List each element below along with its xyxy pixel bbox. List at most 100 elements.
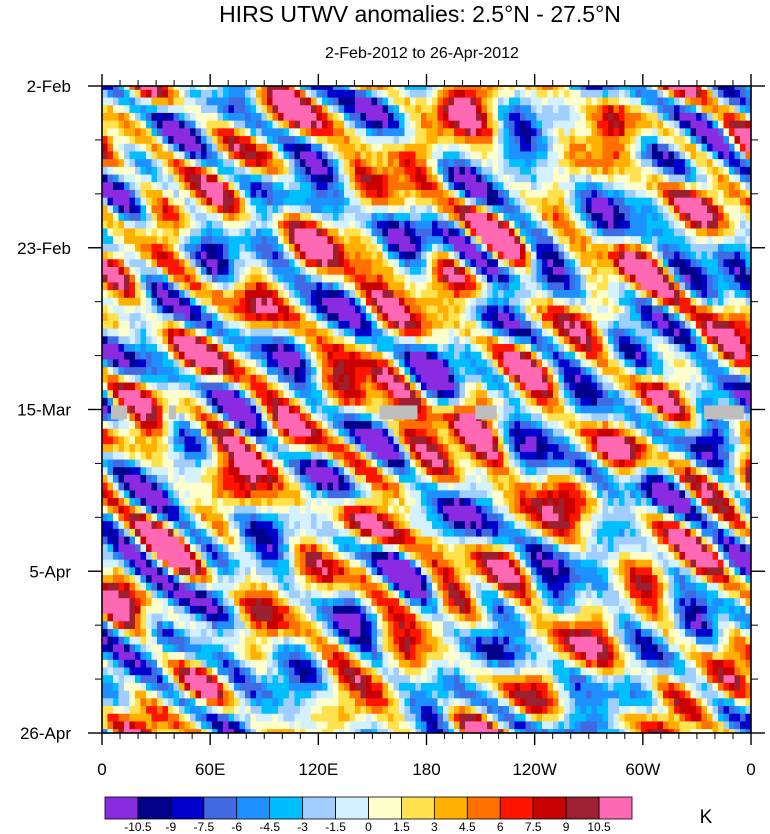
anomaly-cell xyxy=(723,390,730,399)
anomaly-cell xyxy=(514,382,521,391)
anomaly-cell xyxy=(635,97,642,106)
anomaly-cell xyxy=(212,97,219,106)
anomaly-cell xyxy=(140,390,147,399)
anomaly-cell xyxy=(366,382,373,391)
anomaly-cell xyxy=(344,251,351,260)
anomaly-cell xyxy=(250,243,257,253)
anomaly-cell xyxy=(217,305,224,314)
anomaly-cell xyxy=(261,290,268,299)
anomaly-cell xyxy=(294,328,301,337)
anomaly-cell xyxy=(459,320,466,330)
anomaly-cell xyxy=(454,97,461,106)
anomaly-cell xyxy=(366,189,373,199)
anomaly-cell xyxy=(569,328,576,337)
anomaly-cell xyxy=(646,151,653,160)
anomaly-cell xyxy=(745,105,751,114)
anomaly-cell xyxy=(305,86,312,91)
anomaly-cell xyxy=(239,128,246,137)
anomaly-cell xyxy=(448,382,455,391)
anomaly-cell xyxy=(470,112,477,122)
anomaly-cell xyxy=(492,236,499,245)
anomaly-cell xyxy=(294,251,301,260)
anomaly-cell xyxy=(734,390,741,399)
anomaly-cell xyxy=(102,259,109,268)
anomaly-cell xyxy=(234,97,241,106)
anomaly-cell xyxy=(503,220,510,230)
anomaly-cell xyxy=(107,228,114,237)
anomaly-cell xyxy=(509,220,516,230)
anomaly-cell xyxy=(102,282,109,291)
anomaly-cell xyxy=(404,86,411,91)
anomaly-cell xyxy=(525,97,532,106)
anomaly-cell xyxy=(476,89,483,99)
anomaly-cell xyxy=(470,128,477,137)
anomaly-cell xyxy=(701,228,708,237)
anomaly-cell xyxy=(146,259,153,268)
anomaly-cell xyxy=(498,166,505,176)
anomaly-cell xyxy=(371,236,378,245)
anomaly-cell xyxy=(327,267,334,276)
anomaly-cell xyxy=(481,274,488,284)
anomaly-cell xyxy=(668,374,675,384)
anomaly-cell xyxy=(294,336,301,345)
anomaly-cell xyxy=(745,120,751,129)
anomaly-cell xyxy=(388,120,395,129)
anomaly-cell xyxy=(377,120,384,129)
anomaly-cell xyxy=(745,236,751,245)
anomaly-cell xyxy=(701,105,708,114)
anomaly-cell xyxy=(685,297,692,307)
anomaly-cell xyxy=(729,243,736,253)
anomaly-cell xyxy=(355,297,362,307)
anomaly-cell xyxy=(223,120,230,129)
anomaly-cell xyxy=(729,359,736,368)
anomaly-cell xyxy=(586,128,593,137)
anomaly-cell xyxy=(146,367,153,376)
anomaly-cell xyxy=(157,374,164,384)
anomaly-cell xyxy=(162,336,169,345)
anomaly-cell xyxy=(492,344,499,353)
anomaly-cell xyxy=(674,197,681,206)
anomaly-cell xyxy=(531,105,538,114)
anomaly-cell xyxy=(399,328,406,337)
anomaly-cell xyxy=(575,282,582,291)
anomaly-cell xyxy=(305,405,312,414)
anomaly-cell xyxy=(305,213,312,222)
anomaly-cell xyxy=(597,359,604,368)
anomaly-cell xyxy=(355,374,362,384)
anomaly-cell xyxy=(278,359,285,368)
anomaly-cell xyxy=(591,290,598,299)
anomaly-cell xyxy=(278,112,285,122)
anomaly-cell xyxy=(509,397,516,407)
anomaly-cell xyxy=(547,105,554,114)
anomaly-cell xyxy=(410,267,417,276)
anomaly-cell xyxy=(157,128,164,137)
anomaly-cell xyxy=(267,397,274,407)
anomaly-cell xyxy=(245,174,252,183)
anomaly-cell xyxy=(162,136,169,145)
anomaly-cell xyxy=(355,251,362,260)
anomaly-cell xyxy=(492,143,499,153)
anomaly-cell xyxy=(481,159,488,168)
anomaly-cell xyxy=(646,228,653,237)
anomaly-cell xyxy=(184,174,191,183)
anomaly-cell xyxy=(327,236,334,245)
anomaly-cell xyxy=(349,374,356,384)
anomaly-cell xyxy=(525,259,532,268)
anomaly-cell xyxy=(195,313,202,322)
anomaly-cell xyxy=(437,282,444,291)
anomaly-cell xyxy=(102,189,109,199)
anomaly-cell xyxy=(520,282,527,291)
anomaly-cell xyxy=(124,112,131,122)
anomaly-cell xyxy=(652,259,659,268)
anomaly-cell xyxy=(256,86,263,91)
anomaly-cell xyxy=(586,313,593,322)
anomaly-cell xyxy=(679,282,686,291)
anomaly-cell xyxy=(360,220,367,230)
anomaly-cell xyxy=(349,97,356,106)
anomaly-cell xyxy=(646,136,653,145)
anomaly-cell xyxy=(399,282,406,291)
anomaly-cell xyxy=(305,120,312,129)
anomaly-cell xyxy=(179,159,186,168)
anomaly-cell xyxy=(256,351,263,361)
anomaly-cell xyxy=(448,151,455,160)
